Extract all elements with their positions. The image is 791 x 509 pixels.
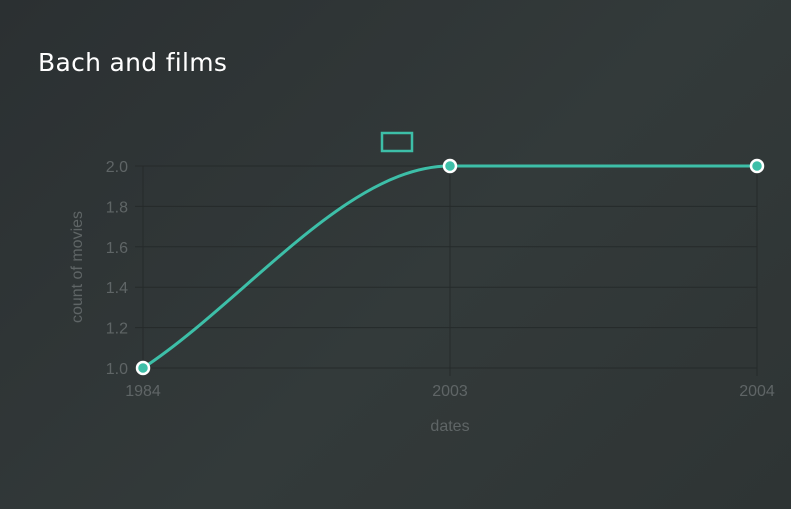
grid-lines (135, 165, 758, 376)
data-point[interactable] (135, 360, 151, 376)
y-axis-title: count of movies (69, 211, 86, 323)
x-axis-title: dates (430, 418, 469, 435)
x-tick-label: 1984 (125, 383, 161, 400)
x-tick-label: 2004 (739, 383, 775, 400)
y-tick-label: 1.2 (106, 321, 128, 338)
y-tick-label: 1.0 (106, 361, 128, 378)
legend-swatch[interactable] (380, 131, 414, 153)
y-axis-ticks: 1.0 1.2 1.4 1.6 1.8 2.0 (106, 159, 128, 378)
y-tick-label: 2.0 (106, 159, 128, 176)
x-tick-label: 2003 (432, 383, 468, 400)
data-point[interactable] (442, 158, 458, 174)
y-tick-label: 1.4 (106, 280, 128, 297)
chart-title: Bach and films (38, 48, 228, 77)
y-tick-label: 1.6 (106, 240, 128, 257)
x-axis-ticks: 1984 2003 2004 (125, 383, 775, 400)
series-group (135, 158, 765, 376)
data-point[interactable] (749, 158, 765, 174)
y-tick-label: 1.8 (106, 199, 128, 216)
